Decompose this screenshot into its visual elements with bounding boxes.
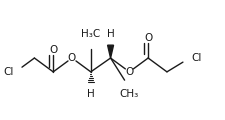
Text: O: O [68,53,76,63]
Text: O: O [49,45,57,55]
Polygon shape [108,45,114,58]
Text: O: O [125,67,133,77]
Text: Cl: Cl [192,53,202,63]
Text: CH₃: CH₃ [120,89,139,99]
Text: O: O [144,33,152,43]
Text: H: H [87,89,95,99]
Text: H₃C: H₃C [81,29,100,39]
Text: Cl: Cl [3,67,14,77]
Text: H: H [107,29,115,39]
